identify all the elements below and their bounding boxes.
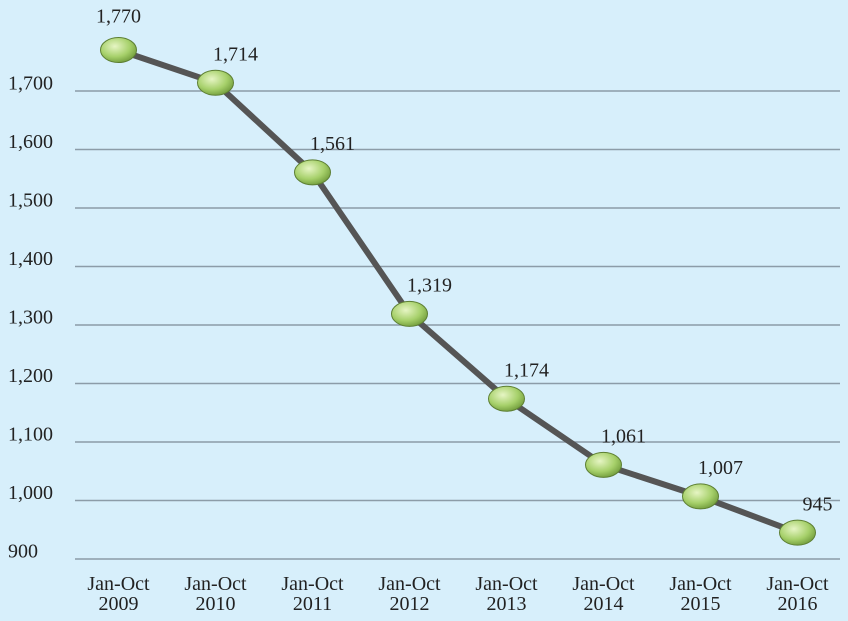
marker bbox=[391, 300, 428, 327]
x-tick-label: Jan-Oct 2015 bbox=[669, 573, 732, 615]
x-tick-label: Jan-Oct 2010 bbox=[184, 573, 247, 615]
x-tick-label: Jan-Oct 2009 bbox=[87, 573, 150, 615]
data-label: 1,561 bbox=[310, 133, 355, 155]
y-tick-label: 1,300 bbox=[8, 307, 53, 329]
y-tick-label: 1,200 bbox=[8, 365, 53, 387]
y-tick-label: 1,500 bbox=[8, 190, 53, 212]
x-tick-label: Jan-Oct 2012 bbox=[378, 573, 441, 615]
y-tick-label: 1,100 bbox=[8, 424, 53, 446]
marker bbox=[294, 159, 331, 186]
y-tick-label: 1,000 bbox=[8, 482, 53, 504]
marker bbox=[100, 37, 137, 64]
data-label: 1,770 bbox=[96, 6, 141, 28]
x-tick-label: Jan-Oct 2011 bbox=[281, 573, 344, 615]
marker bbox=[197, 69, 234, 96]
y-tick-label: 1,700 bbox=[8, 73, 53, 95]
marker bbox=[488, 385, 525, 412]
y-tick-label: 1,600 bbox=[8, 131, 53, 153]
line bbox=[117, 47, 799, 536]
marker bbox=[779, 519, 816, 546]
x-tick-label: Jan-Oct 2016 bbox=[766, 573, 829, 615]
data-label: 1,007 bbox=[698, 457, 743, 479]
marker bbox=[682, 483, 719, 510]
data-label: 1,174 bbox=[504, 359, 549, 381]
y-tick-label: 1,400 bbox=[8, 248, 53, 270]
marker bbox=[585, 451, 622, 478]
y-tick-label: 900 bbox=[8, 541, 38, 563]
x-tick-label: Jan-Oct 2013 bbox=[475, 573, 538, 615]
data-label: 1,061 bbox=[601, 425, 646, 447]
data-label: 945 bbox=[803, 493, 833, 515]
x-tick-label: Jan-Oct 2014 bbox=[572, 573, 635, 615]
data-label: 1,319 bbox=[407, 274, 452, 296]
data-label: 1,714 bbox=[213, 43, 258, 65]
